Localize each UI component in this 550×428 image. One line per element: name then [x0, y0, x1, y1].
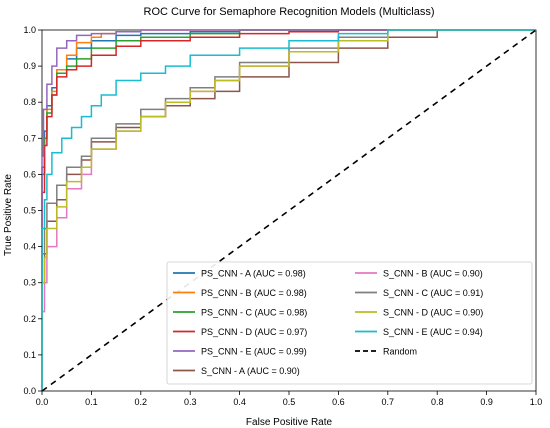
x-axis: 0.0 0.1 0.2 0.3 0.4 0.5 0.6 0.7 0.8 0.9 1.0 — [36, 391, 543, 407]
plot-area — [41, 29, 537, 392]
series-line-10 — [41, 29, 537, 392]
legend-entry-6: S_CNN - B (AUC = 0.90) — [383, 269, 483, 279]
y-tick-label: 0.2 — [23, 314, 36, 324]
y-tick-label: 0.9 — [23, 61, 36, 71]
legend: PS_CNN - A (AUC = 0.98) PS_CNN - B (AUC =… — [166, 261, 533, 385]
y-tick-label: 0.0 — [23, 386, 36, 396]
x-axis-label: False Positive Rate — [246, 417, 333, 428]
y-tick-label: 0.3 — [23, 278, 36, 288]
legend-entry-9: S_CNN - E (AUC = 0.94) — [383, 327, 483, 337]
y-tick-label: 0.8 — [23, 97, 36, 107]
legend-entry-2: PS_CNN - C (AUC = 0.98) — [201, 308, 307, 318]
x-tick-label: 0.8 — [431, 397, 444, 407]
legend-entry-7: S_CNN - C (AUC = 0.91) — [383, 288, 483, 298]
y-axis-label: True Positive Rate — [3, 174, 14, 256]
series-line-9 — [41, 29, 536, 391]
x-tick-label: 0.1 — [85, 397, 98, 407]
series-line-3 — [41, 29, 536, 391]
x-tick-label: 1.0 — [530, 397, 543, 407]
x-tick-label: 0.7 — [382, 397, 395, 407]
y-tick-label: 0.1 — [23, 350, 36, 360]
legend-entry-5: S_CNN - A (AUC = 0.90) — [201, 366, 300, 376]
y-tick-label: 0.6 — [23, 169, 36, 179]
x-tick-label: 0.5 — [283, 397, 296, 407]
y-tick-label: 0.4 — [23, 242, 36, 252]
x-tick-label: 0.6 — [332, 397, 345, 407]
series-line-8 — [41, 29, 536, 391]
legend-entry-10: Random — [383, 347, 417, 357]
y-tick-label: 0.5 — [23, 206, 36, 216]
series-line-4 — [41, 29, 536, 391]
legend-entry-8: S_CNN - D (AUC = 0.90) — [383, 308, 483, 318]
legend-entry-4: PS_CNN - E (AUC = 0.99) — [201, 347, 307, 357]
x-tick-label: 0.3 — [184, 397, 197, 407]
x-tick-label: 0.9 — [480, 397, 493, 407]
x-tick-label: 0.4 — [233, 397, 246, 407]
x-tick-label: 0.0 — [36, 397, 49, 407]
legend-entry-3: PS_CNN - D (AUC = 0.97) — [201, 327, 307, 337]
legend-entry-1: PS_CNN - B (AUC = 0.98) — [201, 288, 307, 298]
y-tick-label: 0.7 — [23, 133, 36, 143]
chart-title: ROC Curve for Semaphore Recognition Mode… — [144, 6, 435, 18]
y-axis: 0.0 0.1 0.2 0.3 0.4 0.5 0.6 0.7 0.8 0.9 1.0 — [23, 25, 42, 396]
y-tick-label: 1.0 — [23, 25, 36, 35]
x-tick-label: 0.2 — [135, 397, 148, 407]
legend-box — [166, 261, 533, 385]
legend-entry-0: PS_CNN - A (AUC = 0.98) — [201, 269, 306, 279]
